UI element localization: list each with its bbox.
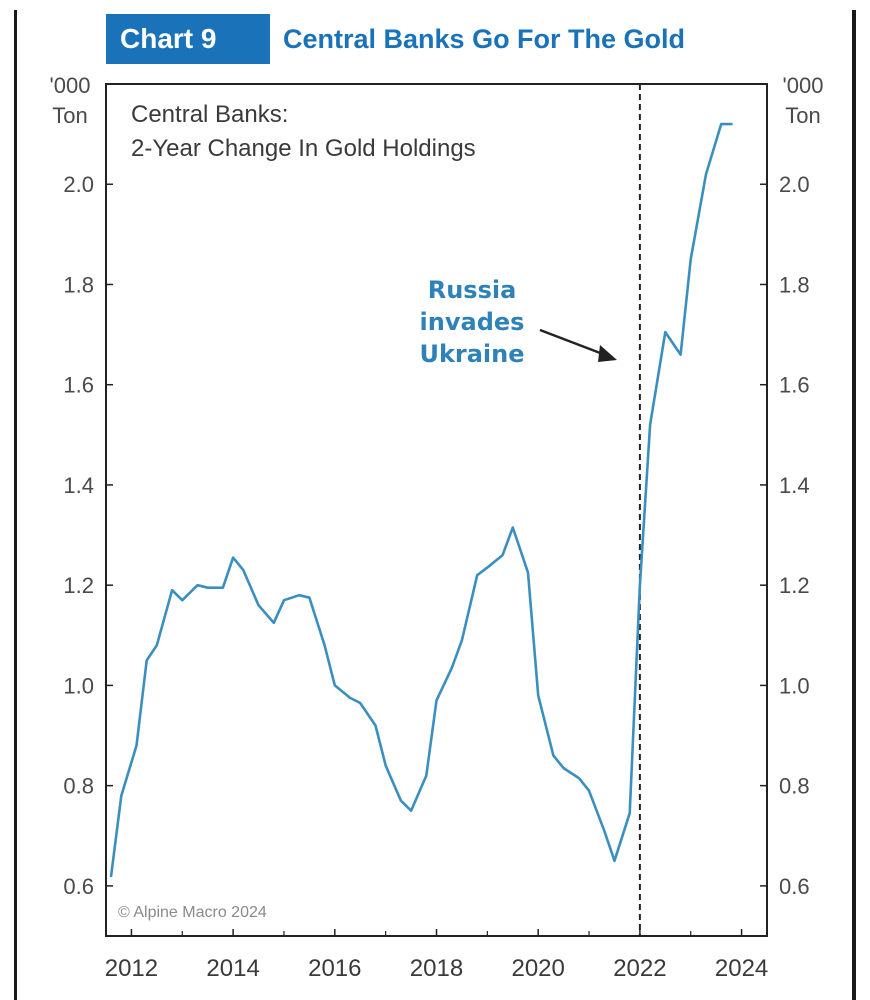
series-point xyxy=(486,566,488,568)
annotation-label: invades xyxy=(420,308,525,336)
y-tick-label-left: 0.6 xyxy=(63,874,94,899)
left-edge-bar xyxy=(14,10,17,1000)
series-point xyxy=(690,258,692,260)
series-point xyxy=(232,556,234,558)
series-point xyxy=(145,659,147,661)
series-point xyxy=(384,764,386,766)
series-point xyxy=(110,875,112,877)
x-tick-label: 2016 xyxy=(308,955,361,982)
series-point xyxy=(323,644,325,646)
chart-title: Central Banks Go For The Gold xyxy=(283,24,686,54)
series-point xyxy=(629,812,631,814)
right-edge-bar xyxy=(852,10,856,1000)
series-point xyxy=(552,754,554,756)
series-point xyxy=(308,597,310,599)
series-point xyxy=(588,789,590,791)
y-tick-label-left: 1.4 xyxy=(63,473,94,498)
series-point xyxy=(196,584,198,586)
series-point xyxy=(476,574,478,576)
x-tick-label: 2024 xyxy=(715,955,768,982)
y-tick-label-left: 1.8 xyxy=(63,272,94,297)
series-point xyxy=(679,353,681,355)
series-point xyxy=(639,584,641,586)
y-tick-label-right: 2.0 xyxy=(779,172,810,197)
series-point xyxy=(410,810,412,812)
tick-layer xyxy=(106,183,767,936)
y-tick-label-left: 1.2 xyxy=(63,573,94,598)
y-tick-label-left: 1.0 xyxy=(63,673,94,698)
series-point xyxy=(649,424,651,426)
series-point xyxy=(222,586,224,588)
annotation-label: Russia xyxy=(428,276,517,304)
series-point xyxy=(705,173,707,175)
series-point xyxy=(156,644,158,646)
series-point xyxy=(527,571,529,573)
y-tick-label-right: 1.8 xyxy=(779,272,810,297)
left-unit-line-2: Ton xyxy=(52,103,87,128)
y-tick-label-right: 1.2 xyxy=(779,573,810,598)
annotation-arrow-shaft xyxy=(539,328,609,358)
series-point xyxy=(451,667,453,669)
annotation-label: Ukraine xyxy=(419,340,524,368)
series-point xyxy=(400,799,402,801)
series-point xyxy=(562,767,564,769)
series-point xyxy=(283,599,285,601)
plot-frame xyxy=(105,83,768,937)
subtitle-line-1: Central Banks: xyxy=(131,101,288,128)
x-tick-label: 2012 xyxy=(105,955,158,982)
series-point xyxy=(273,622,275,624)
series-point xyxy=(135,744,137,746)
series-point xyxy=(603,830,605,832)
subtitle-line-2: 2-Year Change In Gold Holdings xyxy=(131,135,476,162)
annotation-layer: Russia invades Ukraine xyxy=(419,276,617,368)
y-tick-label-right: 1.0 xyxy=(779,673,810,698)
x-tick-label: 2018 xyxy=(410,955,463,982)
series-point xyxy=(242,569,244,571)
y-tick-label-right: 1.4 xyxy=(779,473,810,498)
annotation-arrow-head xyxy=(598,345,617,362)
series-point xyxy=(120,794,122,796)
series-point xyxy=(349,697,351,699)
y-tick-label-right: 0.6 xyxy=(779,874,810,899)
right-unit-line-2: Ton xyxy=(785,103,820,128)
y-tick-label-left: 1.6 xyxy=(63,373,94,398)
series-point xyxy=(334,684,336,686)
series-point xyxy=(206,586,208,588)
series-point xyxy=(720,123,722,125)
series-layer xyxy=(109,122,733,878)
series-point xyxy=(181,599,183,601)
tick-label-layer: 0.6 0.6 0.8 0.8 1.0 1.0 1.2 1.2 1.4 1.4 1.6 1.6 1.8 1… xyxy=(63,172,809,982)
series-point xyxy=(578,777,580,779)
x-tick-label: 2022 xyxy=(613,955,666,982)
chart-number-badge: Chart 9 xyxy=(106,14,270,64)
left-unit-line-1: '000 xyxy=(50,73,91,98)
y-tick-label-right: 0.8 xyxy=(779,774,810,799)
series-point xyxy=(613,860,615,862)
series-point xyxy=(537,694,539,696)
series-point xyxy=(461,639,463,641)
x-tick-label: 2014 xyxy=(206,955,259,982)
series-point xyxy=(425,774,427,776)
series-point xyxy=(664,331,666,333)
y-tick-label-left: 0.8 xyxy=(63,774,94,799)
copyright-note: © Alpine Macro 2024 xyxy=(118,904,267,921)
series-point xyxy=(374,724,376,726)
right-unit-line-1: '000 xyxy=(783,73,824,98)
series-point xyxy=(435,699,437,701)
series-point xyxy=(171,589,173,591)
series-point xyxy=(298,594,300,596)
series-line xyxy=(109,122,733,878)
series-point xyxy=(359,702,361,704)
series-point xyxy=(501,554,503,556)
y-tick-label-right: 1.6 xyxy=(779,373,810,398)
series-point xyxy=(257,604,259,606)
series-point xyxy=(730,123,732,125)
y-tick-label-left: 2.0 xyxy=(63,172,94,197)
series-point xyxy=(512,526,514,528)
x-tick-label: 2020 xyxy=(511,955,564,982)
